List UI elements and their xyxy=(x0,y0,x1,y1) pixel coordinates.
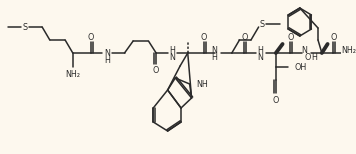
Text: N: N xyxy=(211,45,218,55)
Text: N: N xyxy=(302,45,308,55)
Text: H: H xyxy=(211,53,218,61)
Text: NH: NH xyxy=(197,79,208,89)
Text: H: H xyxy=(169,45,176,55)
Text: S: S xyxy=(260,20,265,28)
Text: O: O xyxy=(201,32,207,41)
Text: N: N xyxy=(104,49,110,57)
Text: O: O xyxy=(273,95,279,105)
Text: H: H xyxy=(104,55,110,65)
Text: O: O xyxy=(88,32,94,41)
Text: O: O xyxy=(305,53,311,61)
Text: N: N xyxy=(169,53,176,61)
Text: O: O xyxy=(153,65,159,75)
Text: OH: OH xyxy=(294,63,306,71)
Text: N: N xyxy=(258,53,263,61)
Text: S: S xyxy=(22,22,27,32)
Text: H: H xyxy=(311,53,317,61)
Text: O: O xyxy=(241,32,247,41)
Text: NH₂: NH₂ xyxy=(65,69,80,79)
Text: O: O xyxy=(287,32,293,41)
Text: H: H xyxy=(258,45,263,55)
Text: NH₂: NH₂ xyxy=(341,45,356,55)
Text: O: O xyxy=(330,32,336,41)
